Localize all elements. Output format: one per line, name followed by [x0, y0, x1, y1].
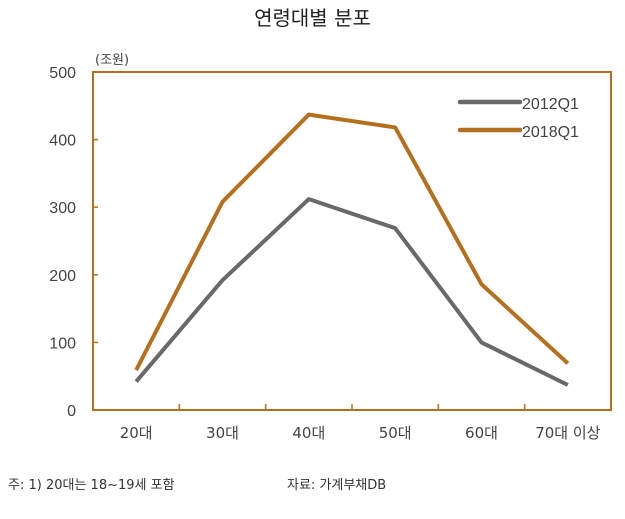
y-tick-label: 500: [49, 65, 76, 82]
chart-title: 연령대별 분포: [254, 6, 371, 30]
footnote: 주: 1) 20대는 18~19세 포함: [8, 478, 175, 493]
series-line-2018Q1: [134, 112, 570, 372]
x-tick-label: 70대 이상: [535, 424, 600, 442]
y-tick-label: 400: [49, 133, 76, 150]
x-tick-label: 20대: [120, 424, 153, 442]
series-line-2012Q1: [134, 197, 569, 387]
x-tick-label: 50대: [379, 424, 412, 442]
line-chart: 0 100 200 300 400 500 20대 30대 40대 50대 60대 70대 이상 201…: [49, 65, 612, 442]
legend-label: 2018Q1: [522, 124, 579, 141]
y-tick-label: 100: [49, 335, 76, 352]
y-tick-label: 300: [49, 200, 76, 217]
source-note: 자료: 가계부채DB: [287, 478, 387, 493]
x-tick-label: 60대: [465, 424, 498, 442]
x-tick-label: 40대: [292, 424, 325, 442]
y-tick-label: 200: [49, 268, 76, 285]
y-tick-label: 0: [67, 403, 76, 420]
y-axis-unit: (조원): [95, 53, 130, 68]
x-tick-label: 30대: [206, 424, 239, 442]
legend-label: 2012Q1: [522, 96, 579, 113]
